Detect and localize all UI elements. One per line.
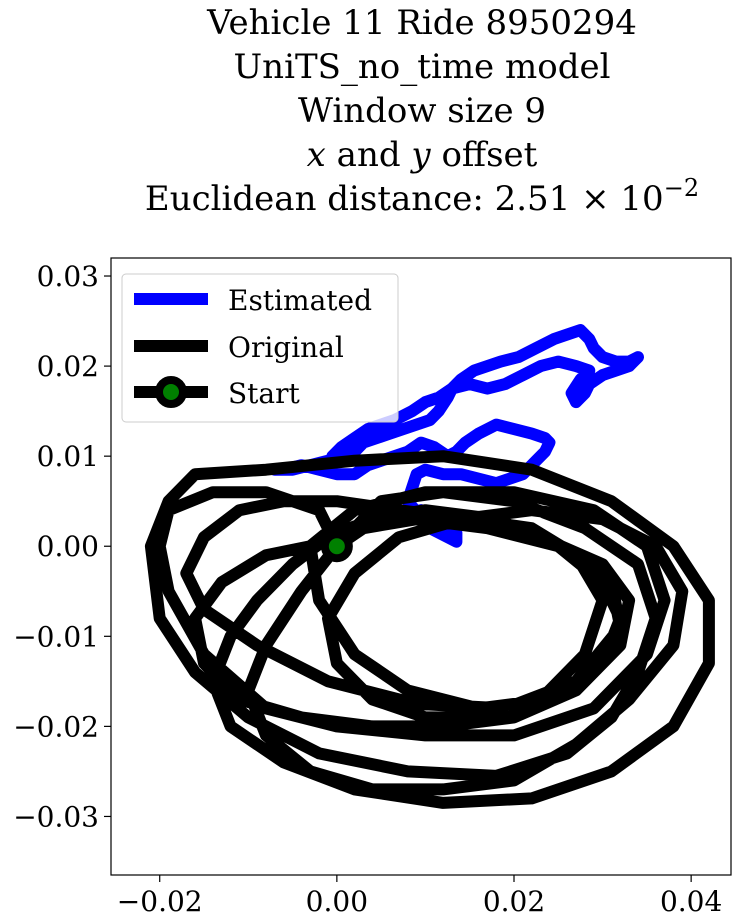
y-tick-label: −0.03 bbox=[13, 800, 99, 833]
title-line-1: Vehicle 11 Ride 8950294 bbox=[206, 3, 637, 43]
start-layer bbox=[320, 530, 353, 563]
legend-box bbox=[121, 273, 399, 423]
y-tick-label: −0.01 bbox=[13, 620, 99, 653]
title-and: and bbox=[326, 135, 412, 175]
y-axis: 0.03 0.02 0.01 0.00 −0.01 −0.02 −0.03 bbox=[13, 260, 111, 833]
title-x-var: x bbox=[307, 135, 326, 175]
x-tick-label: 0.04 bbox=[660, 885, 722, 918]
legend-start-marker bbox=[155, 376, 187, 408]
x-tick-label: 0.00 bbox=[306, 885, 368, 918]
series-original-line bbox=[144, 450, 715, 809]
legend: Estimated Original Start bbox=[121, 273, 399, 423]
title-offset: offset bbox=[431, 135, 538, 175]
legend-original-label: Original bbox=[228, 331, 344, 364]
start-marker bbox=[320, 530, 353, 563]
title-y-var: y bbox=[409, 135, 431, 175]
series-layer bbox=[144, 324, 715, 809]
legend-start-label: Start bbox=[228, 377, 301, 410]
y-tick-label: 0.01 bbox=[37, 440, 99, 473]
title-line-2: UniTS_no_time model bbox=[234, 47, 611, 87]
legend-estimated-label: Estimated bbox=[228, 284, 372, 317]
series-estimated-line bbox=[268, 324, 644, 553]
x-tick-label: 0.02 bbox=[483, 885, 545, 918]
title-line-3: Window size 9 bbox=[298, 91, 546, 131]
title-exponent: −2 bbox=[664, 174, 699, 202]
y-tick-label: 0.02 bbox=[37, 350, 99, 383]
title-line-4: x and y offset bbox=[307, 135, 538, 175]
title-line-5: Euclidean distance: 2.51 × 10−2 bbox=[145, 174, 699, 219]
y-tick-label: 0.00 bbox=[37, 530, 99, 563]
title-distance: Euclidean distance: 2.51 × 10 bbox=[145, 179, 664, 219]
chart-title: Vehicle 11 Ride 8950294 UniTS_no_time mo… bbox=[145, 3, 699, 219]
y-tick-label: 0.03 bbox=[37, 260, 99, 293]
plot-frame bbox=[110, 257, 732, 876]
x-axis: −0.02 0.00 0.02 0.04 bbox=[117, 875, 722, 918]
x-tick-label: −0.02 bbox=[117, 885, 203, 918]
y-tick-label: −0.02 bbox=[13, 710, 99, 743]
